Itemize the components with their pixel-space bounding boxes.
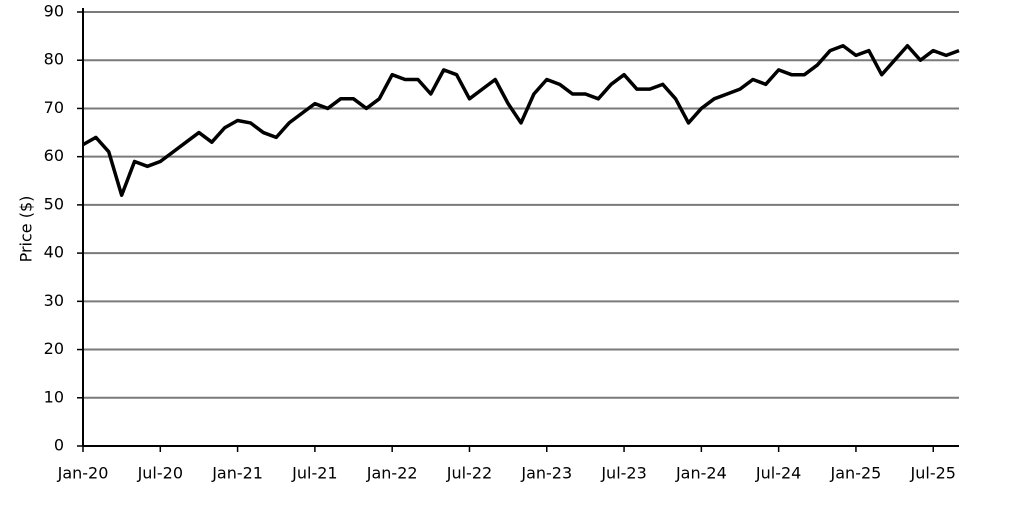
- y-tick-label: 60: [44, 146, 64, 165]
- y-tick-label: 40: [44, 243, 64, 262]
- x-tick-label: Jan-23: [520, 464, 572, 483]
- x-tick-label: Jan-25: [830, 464, 882, 483]
- y-tick-label: 0: [54, 436, 64, 455]
- x-tick-label: Jan-21: [211, 464, 263, 483]
- x-tick-label: Jul-24: [755, 464, 801, 483]
- y-axis-label: Price ($): [17, 196, 36, 263]
- y-tick-label: 80: [44, 50, 64, 69]
- y-tick-label: 30: [44, 291, 64, 310]
- y-tick-label: 90: [44, 2, 64, 21]
- x-tick-label: Jan-22: [366, 464, 418, 483]
- x-tick-label: Jul-25: [910, 464, 956, 483]
- y-tick-label: 20: [44, 339, 64, 358]
- x-tick-label: Jul-22: [446, 464, 492, 483]
- x-tick-label: Jul-21: [291, 464, 337, 483]
- x-tick-label: Jul-20: [137, 464, 183, 483]
- x-tick-label: Jan-20: [57, 464, 109, 483]
- y-tick-label: 70: [44, 98, 64, 117]
- x-tick-label: Jan-24: [675, 464, 727, 483]
- price-line: [82, 44, 960, 197]
- y-tick-label: 10: [44, 387, 64, 406]
- y-tick-label: 50: [44, 194, 64, 213]
- x-tick-label: Jul-23: [600, 464, 646, 483]
